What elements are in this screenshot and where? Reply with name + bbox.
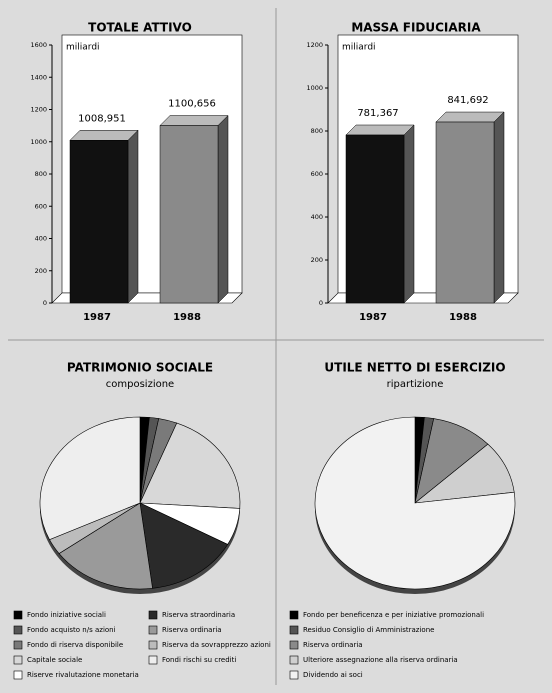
x-tick-label: 1988 [173, 312, 201, 323]
bar [159, 125, 219, 304]
bar [345, 134, 405, 304]
chart-title: MASSA FIDUCIARIA [351, 21, 481, 35]
x-tick-label: 1988 [449, 312, 477, 323]
legend-label: Fondo iniziative sociali [27, 611, 106, 619]
y-tick-label: 1400 [30, 73, 47, 81]
bar-top [69, 130, 139, 141]
y-tick-label: 800 [311, 127, 323, 135]
legend-swatch [148, 655, 158, 665]
legend-swatch [13, 655, 23, 665]
legend-label: Fondo per beneficenza e per iniziative p… [303, 611, 484, 619]
y-tick-label: 1200 [306, 41, 323, 49]
y-tick-label: 1000 [306, 84, 323, 92]
legend-swatch [148, 625, 158, 635]
bar-side [217, 114, 229, 304]
legend-swatch [289, 610, 299, 620]
pie-slice [39, 416, 141, 540]
y-tick-label: 400 [35, 235, 47, 243]
y-tick-label: 400 [311, 213, 323, 221]
legend-label: Dividendo ai soci [303, 671, 363, 679]
legend-swatch [289, 670, 299, 680]
legend-label: Riserva straordinaria [162, 611, 235, 619]
pie-slice [139, 502, 229, 589]
bar-side [493, 111, 505, 304]
legend-swatch [13, 640, 23, 650]
value-label: 841,692 [447, 95, 488, 106]
bar-top [435, 111, 505, 123]
legend-swatch [289, 655, 299, 665]
bar [435, 121, 495, 304]
y-tick-label: 600 [35, 202, 47, 210]
annotation: miliardi [342, 43, 376, 53]
y-tick-label: 1200 [30, 106, 47, 114]
chart-subtitle: composizione [106, 379, 174, 390]
chart-title: UTILE NETTO DI ESERCIZIO [324, 361, 505, 375]
bar-side [403, 124, 415, 304]
pie-slice [58, 502, 153, 590]
pie-slice [314, 416, 516, 590]
value-label: 781,367 [357, 108, 398, 119]
legend-label: Riserva ordinaria [303, 641, 363, 649]
legend-swatch [289, 640, 299, 650]
legend-label: Ulteriore assegnazione alla riserva ordi… [303, 656, 458, 664]
legend-label: Residuo Consiglio di Amministrazione [303, 626, 434, 634]
x-tick-label: 1987 [83, 312, 111, 323]
value-label: 1008,951 [78, 113, 126, 124]
y-tick-label: 200 [311, 256, 323, 264]
y-tick-label: 600 [311, 170, 323, 178]
legend-label: Fondo acquisto n/s azioni [27, 626, 116, 634]
y-tick-label: 1600 [30, 41, 47, 49]
legend-label: Fondo di riserva disponibile [27, 641, 123, 649]
bar-top [345, 124, 415, 136]
chart-title: TOTALE ATTIVO [88, 21, 192, 35]
legend-swatch [148, 640, 158, 650]
y-tick-label: 0 [319, 299, 323, 307]
y-tick-label: 0 [43, 299, 47, 307]
y-tick-label: 200 [35, 267, 47, 275]
legend-label: Riserva ordinaria [162, 626, 222, 634]
chart-subtitle: ripartizione [387, 379, 444, 390]
legend-label: Riserva da sovrapprezzo azioni [162, 641, 271, 649]
bar [69, 140, 129, 304]
y-tick-label: 800 [35, 170, 47, 178]
x-tick-label: 1987 [359, 312, 387, 323]
bar-side [127, 129, 139, 304]
legend-swatch [13, 625, 23, 635]
legend-label: Fondi rischi su crediti [162, 656, 236, 664]
legend-swatch [13, 670, 23, 680]
legend-label: Riserve rivalutazione monetaria [27, 671, 139, 679]
legend-swatch [13, 610, 23, 620]
legend-label: Capitale sociale [27, 656, 82, 664]
annotation: miliardi [66, 43, 100, 53]
value-label: 1100,656 [168, 99, 216, 110]
pie-slice [139, 422, 241, 509]
legend-swatch [148, 610, 158, 620]
legend-swatch [289, 625, 299, 635]
chart-title: PATRIMONIO SOCIALE [67, 361, 213, 375]
y-tick-label: 1000 [30, 138, 47, 146]
bar-top [159, 115, 229, 126]
